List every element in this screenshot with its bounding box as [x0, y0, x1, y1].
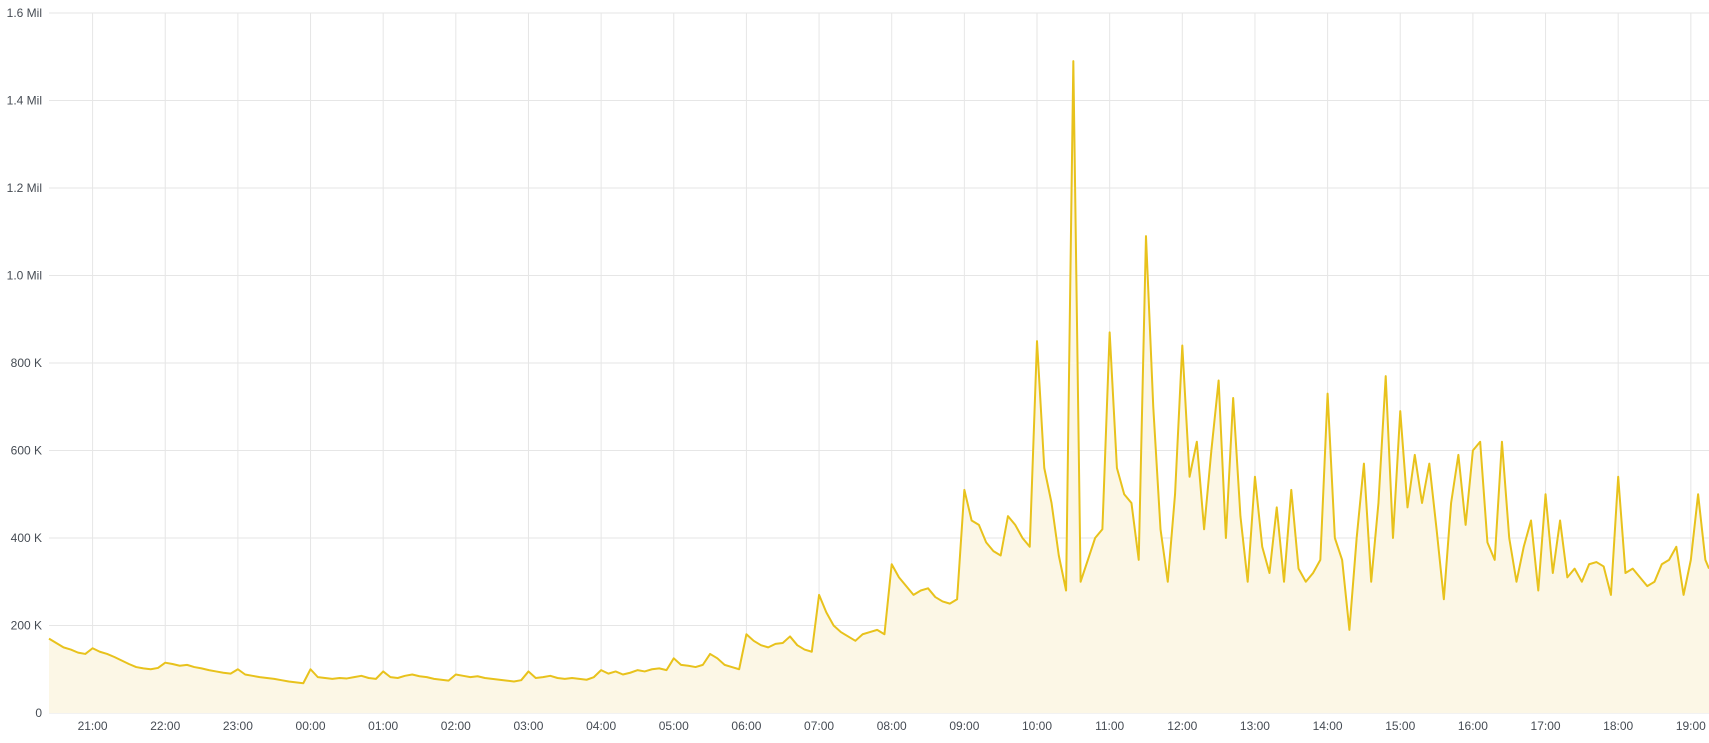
x-tick-label: 05:00 [659, 719, 689, 733]
x-tick-label: 13:00 [1240, 719, 1270, 733]
y-tick-label: 200 K [11, 619, 42, 633]
x-tick-label: 04:00 [586, 719, 616, 733]
x-tick-label: 17:00 [1531, 719, 1561, 733]
x-tick-label: 21:00 [78, 719, 108, 733]
series-area-fill [49, 61, 1709, 713]
x-tick-label: 22:00 [150, 719, 180, 733]
x-tick-label: 23:00 [223, 719, 253, 733]
x-tick-label: 02:00 [441, 719, 471, 733]
x-tick-label: 08:00 [877, 719, 907, 733]
x-tick-label: 16:00 [1458, 719, 1488, 733]
x-axis: 21:00 22:00 23:00 00:00 01:00 02:00 03:00 04:00… [78, 719, 1707, 733]
y-tick-label: 600 K [11, 444, 42, 458]
x-tick-label: 00:00 [296, 719, 326, 733]
series-area [49, 61, 1709, 713]
x-tick-label: 01:00 [368, 719, 398, 733]
x-tick-label: 19:00 [1676, 719, 1706, 733]
x-tick-label: 10:00 [1022, 719, 1052, 733]
y-tick-label: 0 [35, 706, 42, 720]
x-tick-label: 03:00 [513, 719, 543, 733]
y-tick-label: 1.6 Mil [7, 6, 42, 20]
x-tick-label: 15:00 [1385, 719, 1415, 733]
y-tick-label: 400 K [11, 531, 42, 545]
x-tick-label: 07:00 [804, 719, 834, 733]
x-tick-label: 12:00 [1167, 719, 1197, 733]
y-axis: 0 200 K 400 K 600 K 800 K 1.0 Mil 1.2 Mil 1.4 M… [7, 6, 43, 720]
x-tick-label: 09:00 [949, 719, 979, 733]
x-tick-label: 06:00 [731, 719, 761, 733]
y-tick-label: 1.0 Mil [7, 269, 42, 283]
x-tick-label: 11:00 [1095, 719, 1124, 733]
x-tick-label: 18:00 [1603, 719, 1633, 733]
y-tick-label: 800 K [11, 356, 42, 370]
y-tick-label: 1.2 Mil [7, 181, 42, 195]
x-tick-label: 14:00 [1313, 719, 1343, 733]
y-tick-label: 1.4 Mil [7, 94, 42, 108]
